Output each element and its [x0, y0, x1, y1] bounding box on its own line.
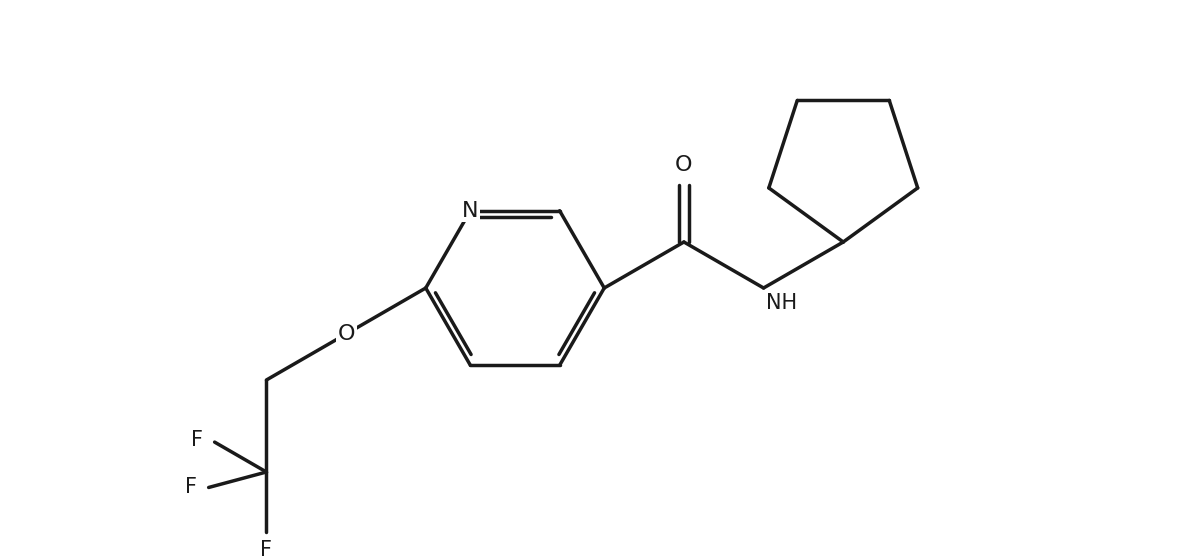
- Text: F: F: [260, 540, 272, 560]
- Text: N: N: [462, 200, 479, 221]
- Text: O: O: [675, 155, 692, 175]
- Text: F: F: [190, 430, 202, 450]
- Text: O: O: [337, 324, 355, 344]
- Text: NH: NH: [766, 293, 797, 313]
- Text: F: F: [184, 478, 196, 497]
